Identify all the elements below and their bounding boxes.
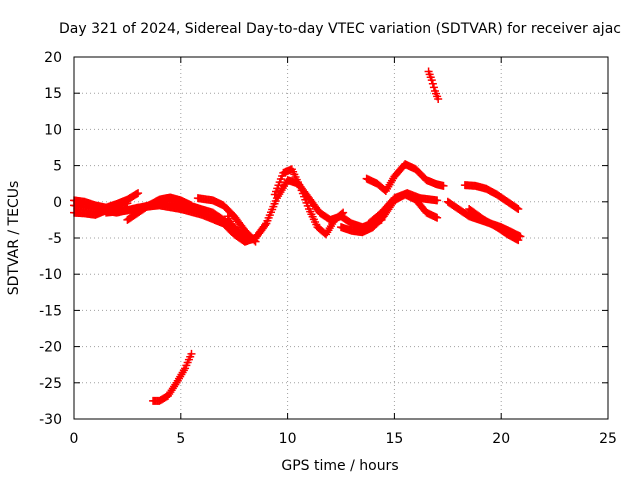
chart-title: Day 321 of 2024, Sidereal Day-to-day VTE… xyxy=(59,21,621,37)
data-point xyxy=(429,83,438,92)
series-arc-5 xyxy=(123,193,196,224)
y-tick-label: 10 xyxy=(44,122,62,138)
data-point xyxy=(187,201,196,210)
y-tick-label: -25 xyxy=(39,376,62,392)
data-point xyxy=(428,79,437,88)
axis-ticks xyxy=(73,56,609,420)
y-tick-label: -10 xyxy=(39,267,62,283)
data-point xyxy=(337,209,346,218)
data-point xyxy=(514,236,523,245)
data-point xyxy=(134,189,143,198)
x-tick-label: 10 xyxy=(279,431,297,447)
data-point xyxy=(261,221,270,230)
series-arc-12 xyxy=(364,189,442,228)
y-tick-label: -5 xyxy=(48,231,62,247)
x-tick-label: 20 xyxy=(492,431,510,447)
y-tick-label: -15 xyxy=(39,303,62,319)
series-arc-8 xyxy=(270,165,348,239)
x-tick-label: 5 xyxy=(176,431,185,447)
y-tick-labels: -30 -25 -20 -15 -10 -5 0 5 10 15 20 xyxy=(39,50,62,428)
y-tick-label: 5 xyxy=(53,159,62,175)
grid-lines xyxy=(74,57,608,419)
data-point xyxy=(433,196,442,205)
y-axis-label: SDTVAR / TECUs xyxy=(6,181,22,296)
series-arc-16 xyxy=(460,181,523,214)
y-tick-label: 15 xyxy=(44,86,62,102)
data-point xyxy=(339,208,348,217)
data-point xyxy=(513,204,522,213)
series-arc-10 xyxy=(362,160,448,195)
x-tick-label: 25 xyxy=(599,431,617,447)
data-point xyxy=(123,199,132,208)
data-point xyxy=(433,213,442,222)
x-axis-label: GPS time / hours xyxy=(281,458,398,474)
data-point xyxy=(427,76,436,85)
data-point xyxy=(187,349,196,358)
y-tick-label: -20 xyxy=(39,340,62,356)
y-tick-label: 20 xyxy=(44,50,62,66)
plot-frame xyxy=(73,56,609,420)
x-tick-labels: 0 5 10 15 20 25 xyxy=(70,431,617,447)
y-tick-label: -30 xyxy=(39,412,62,428)
data-point xyxy=(439,181,448,190)
series-arc-13 xyxy=(424,67,443,103)
series-arc-9 xyxy=(149,349,196,405)
x-tick-label: 0 xyxy=(70,431,79,447)
y-tick-label: 0 xyxy=(53,195,62,211)
data-point xyxy=(514,205,523,214)
data-point xyxy=(434,94,443,103)
data-points xyxy=(70,67,525,405)
series-arc-15 xyxy=(465,205,523,245)
x-tick-label: 15 xyxy=(385,431,403,447)
